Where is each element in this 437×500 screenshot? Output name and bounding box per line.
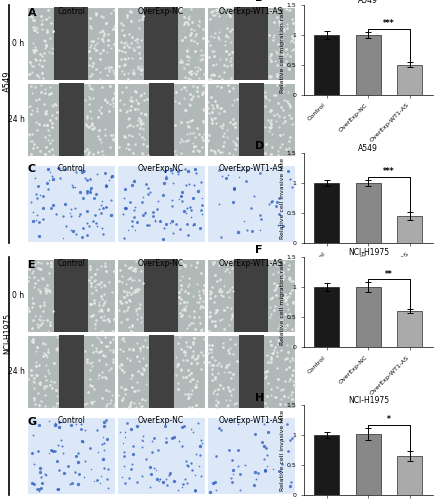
Bar <box>144 260 178 332</box>
Bar <box>207 165 295 242</box>
Bar <box>397 311 422 347</box>
Title: A549: A549 <box>358 0 378 5</box>
Y-axis label: Relative cell migration rate: Relative cell migration rate <box>280 7 285 92</box>
Text: A549: A549 <box>3 70 12 92</box>
Bar <box>356 183 381 243</box>
Text: Control: Control <box>57 416 85 425</box>
Bar <box>234 8 268 81</box>
Text: 24 h: 24 h <box>7 366 24 376</box>
Title: NCI-H1975: NCI-H1975 <box>348 248 389 257</box>
Bar <box>356 434 381 495</box>
Bar <box>117 418 205 494</box>
Y-axis label: Relative cell invasive rate: Relative cell invasive rate <box>280 158 285 238</box>
Bar <box>27 8 115 81</box>
Title: NCI-H1975: NCI-H1975 <box>348 396 389 405</box>
Bar <box>27 418 115 494</box>
Text: NCI-H1975: NCI-H1975 <box>3 312 12 354</box>
Bar <box>27 260 115 332</box>
Text: *: * <box>387 416 391 424</box>
Bar <box>239 336 264 408</box>
Bar <box>207 8 295 81</box>
Text: **: ** <box>385 270 393 278</box>
Bar <box>315 435 340 495</box>
Text: OverExp-WT1-AS: OverExp-WT1-AS <box>219 6 283 16</box>
Bar <box>207 336 295 408</box>
Bar <box>207 260 295 332</box>
Text: Control: Control <box>57 258 85 268</box>
Text: G: G <box>28 416 37 426</box>
Bar <box>27 336 115 408</box>
Text: OverExp-NC: OverExp-NC <box>138 416 184 425</box>
Bar <box>149 336 174 408</box>
Text: ***: *** <box>383 20 395 28</box>
Bar <box>397 456 422 495</box>
Text: OverExp-WT1-AS: OverExp-WT1-AS <box>219 164 283 172</box>
Text: Control: Control <box>57 6 85 16</box>
Bar <box>149 84 174 156</box>
Bar <box>207 84 295 156</box>
Text: H: H <box>255 393 264 403</box>
Bar <box>234 260 268 332</box>
Bar <box>356 287 381 347</box>
Bar <box>315 183 340 243</box>
Text: OverExp-NC: OverExp-NC <box>138 6 184 16</box>
Text: OverExp-NC: OverExp-NC <box>138 258 184 268</box>
Title: A549: A549 <box>358 144 378 153</box>
Text: 24 h: 24 h <box>7 114 24 124</box>
Bar <box>239 84 264 156</box>
Text: D: D <box>255 140 264 150</box>
Y-axis label: Relative cell invasive rate: Relative cell invasive rate <box>280 410 285 490</box>
Bar <box>117 8 205 81</box>
Bar <box>117 336 205 408</box>
Text: 0 h: 0 h <box>12 290 24 300</box>
Bar <box>397 65 422 95</box>
Bar <box>315 287 340 347</box>
Text: 0 h: 0 h <box>12 38 24 48</box>
Bar <box>59 84 84 156</box>
Bar <box>356 35 381 95</box>
Bar <box>207 418 295 494</box>
Bar <box>54 8 88 81</box>
Text: OverExp-NC: OverExp-NC <box>138 164 184 172</box>
Text: B: B <box>255 0 264 2</box>
Text: E: E <box>28 260 35 270</box>
Text: ***: *** <box>383 168 395 176</box>
Bar <box>117 84 205 156</box>
Bar <box>144 8 178 81</box>
Text: Control: Control <box>57 164 85 172</box>
Text: C: C <box>28 164 36 174</box>
Text: OverExp-WT1-AS: OverExp-WT1-AS <box>219 258 283 268</box>
Bar <box>397 216 422 243</box>
Bar <box>27 84 115 156</box>
Y-axis label: Relative cell migration rate: Relative cell migration rate <box>280 259 285 345</box>
Text: F: F <box>255 244 263 254</box>
Bar <box>59 336 84 408</box>
Bar <box>117 260 205 332</box>
Text: OverExp-WT1-AS: OverExp-WT1-AS <box>219 416 283 425</box>
Bar <box>27 165 115 242</box>
Bar <box>54 260 88 332</box>
Text: A: A <box>28 8 36 18</box>
Bar <box>117 165 205 242</box>
Bar <box>315 35 340 95</box>
